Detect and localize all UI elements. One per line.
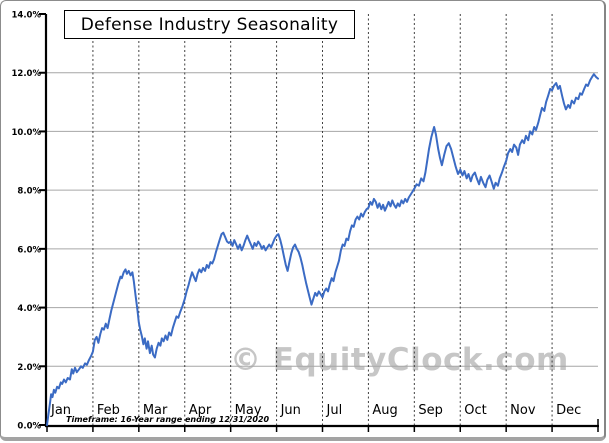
month-label: Sep [418,403,443,418]
month-label: Jun [280,403,301,418]
y-tick-label: 14.0% [12,11,42,21]
y-tick-label: 12.0% [12,69,42,79]
y-tick-label: 4.0% [17,304,41,314]
y-tick-label: 2.0% [17,363,41,373]
month-label: Nov [510,403,536,418]
month-label: Dec [556,403,581,418]
month-label: Apr [189,403,212,418]
series-line [46,73,599,426]
month-label: May [235,403,262,418]
y-tick-label: 6.0% [17,245,41,255]
y-tick-label: 8.0% [17,187,41,197]
month-label: Jan [50,403,71,418]
chart-title-box: Defense Industry Seasonality [64,10,355,39]
month-label: Feb [97,403,120,418]
chart-title: Defense Industry Seasonality [80,14,339,35]
month-label: Oct [464,403,486,418]
month-label: Mar [143,403,168,418]
watermark-text: © EquityClock.com [230,342,569,378]
month-label: Jul [326,403,343,418]
y-tick-label: 0.0% [17,422,41,432]
timeframe-note: Timeframe: 16-Year range ending 12/31/20… [66,415,270,424]
plot-area: © EquityClock.com 0.0% 2.0% 4.0% 6.0% 8.0% 10.… [12,11,599,432]
y-tick-label: 10.0% [12,128,42,138]
month-label: Aug [372,403,397,418]
